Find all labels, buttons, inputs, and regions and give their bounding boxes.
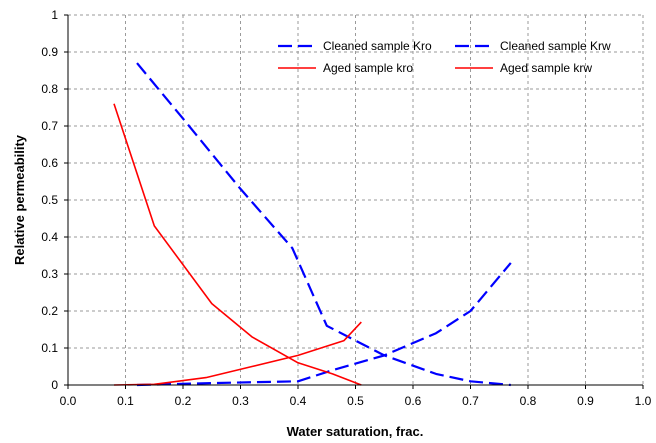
y-tick-label: 1 <box>51 8 58 22</box>
y-tick-label: 0.4 <box>41 230 58 244</box>
x-axis-ticks: 0.0 0.1 0.2 0.3 0.4 0.5 0.6 0.7 0.8 0.9 1.0 <box>60 385 652 408</box>
y-tick-label: 0 <box>51 378 58 392</box>
y-axis-ticks: 0 0.1 0.2 0.3 0.4 0.5 0.6 0.7 0.8 0.9 1 <box>41 8 68 392</box>
x-tick-label: 0.2 <box>175 394 192 408</box>
legend-label-3: Aged sample kro <box>323 61 413 75</box>
y-tick-label: 0.3 <box>41 267 58 281</box>
series-line-3 <box>113 103 362 386</box>
x-tick-label: 1.0 <box>635 394 652 408</box>
grid-lines <box>68 14 644 385</box>
y-axis-title: Relative permeability <box>12 134 27 265</box>
series-line-4 <box>113 321 362 386</box>
legend-label-1: Cleaned sample Kro <box>323 39 432 53</box>
x-axis-title: Water saturation, frac. <box>287 424 424 439</box>
x-tick-label: 0.9 <box>577 394 594 408</box>
x-tick-label: 0.7 <box>462 394 479 408</box>
series-line-2 <box>136 262 512 387</box>
y-tick-label: 0.6 <box>41 156 58 170</box>
y-tick-label: 0.5 <box>41 193 58 207</box>
y-tick-label: 0.8 <box>41 82 58 96</box>
x-tick-label: 0.1 <box>117 394 134 408</box>
legend-label-2: Cleaned sample Krw <box>500 39 611 53</box>
y-tick-label: 0.9 <box>41 45 58 59</box>
y-tick-label: 0.2 <box>41 304 58 318</box>
x-tick-label: 0.6 <box>405 394 422 408</box>
legend: Cleaned sample Kro Cleaned sample Krw Aged… <box>278 39 611 75</box>
series-layer <box>113 62 512 387</box>
legend-label-4: Aged sample krw <box>500 61 592 75</box>
x-tick-label: 0.4 <box>290 394 307 408</box>
x-tick-label: 0.3 <box>232 394 249 408</box>
x-tick-label: 0.5 <box>347 394 364 408</box>
x-tick-label: 0.8 <box>520 394 537 408</box>
y-tick-label: 0.1 <box>41 341 58 355</box>
y-tick-label: 0.7 <box>41 119 58 133</box>
x-tick-label: 0.0 <box>60 394 77 408</box>
series-line-1 <box>136 62 511 387</box>
